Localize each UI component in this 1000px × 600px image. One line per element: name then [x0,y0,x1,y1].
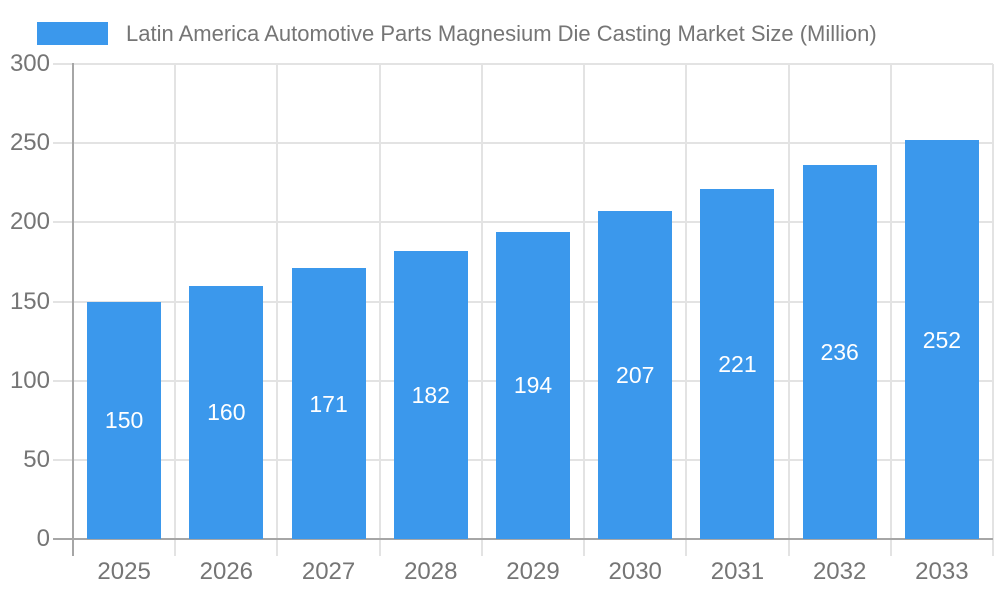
x-axis-tick [787,539,790,556]
legend-label: Latin America Automotive Parts Magnesium… [126,21,877,46]
bar-value-label: 236 [820,339,859,366]
bar[interactable] [700,189,775,539]
x-axis-label: 2030 [608,558,662,585]
x-axis-tick [378,539,381,556]
bar[interactable] [189,285,264,539]
y-axis-label: 100 [9,366,50,394]
legend-swatch [37,22,108,45]
bar[interactable] [291,268,366,539]
h-gridline [53,63,993,65]
x-axis-tick [992,539,994,556]
x-axis-label: 2027 [301,558,356,585]
bar[interactable] [802,165,877,539]
x-axis-label: 2031 [710,558,765,585]
y-axis-line [72,63,74,556]
bar-value-label: 221 [718,351,757,378]
bar-value-label: 160 [207,399,246,426]
bar-value-label: 207 [616,362,655,389]
y-axis-label: 250 [9,129,50,157]
x-axis-tick [276,539,279,556]
x-axis-label: 2026 [199,558,254,585]
bar[interactable] [598,211,673,539]
x-axis-tick [480,539,483,556]
bar[interactable] [393,250,468,539]
bar[interactable] [496,231,570,539]
bar-value-label: 252 [922,326,962,353]
x-axis-label: 2033 [915,558,969,585]
bar-value-label: 171 [309,390,348,417]
x-axis-label: 2025 [97,558,151,585]
x-axis-line [53,538,993,540]
x-axis-label: 2029 [506,558,560,585]
h-gridline [53,142,993,145]
y-axis-label: 50 [23,445,50,473]
bar[interactable] [904,140,979,539]
x-axis-tick [685,539,688,556]
y-axis-label: 150 [9,287,50,315]
bar-value-label: 182 [411,381,450,408]
y-axis-label: 0 [36,525,50,552]
bar[interactable] [87,301,162,539]
x-axis-tick [174,539,177,556]
x-axis-label: 2032 [812,558,867,585]
x-axis-tick [583,539,586,556]
bar-value-label: 150 [104,407,144,434]
x-axis-tick [889,539,892,556]
h-gridline [53,221,993,224]
v-gridline [992,64,994,539]
bar-value-label: 194 [513,372,553,399]
y-axis-label: 300 [9,50,50,77]
y-axis-label: 200 [9,208,50,236]
x-axis-label: 2028 [404,558,458,585]
